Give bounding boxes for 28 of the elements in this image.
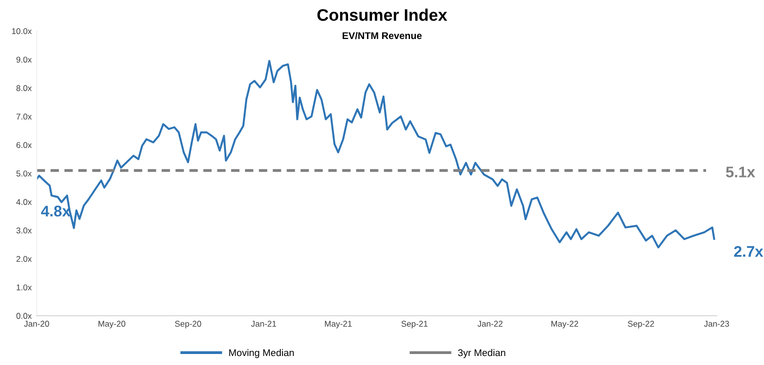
x-tick-label: Jan-22 bbox=[478, 320, 503, 327]
legend-label: Moving Median bbox=[229, 349, 294, 358]
y-tick-label: 5.0x bbox=[16, 170, 32, 176]
annotation: 2.7x bbox=[734, 246, 764, 257]
chart-subtitle: EV/NTM Revenue bbox=[342, 32, 422, 40]
x-tick-label: Sep-20 bbox=[174, 320, 202, 328]
y-tick-label: 2.0x bbox=[16, 256, 32, 262]
y-tick-label: 8.0x bbox=[16, 85, 32, 92]
y-tick-label: 10.0x bbox=[12, 28, 32, 34]
x-tick-label: Sep-22 bbox=[628, 320, 654, 328]
x-tick-label: May-22 bbox=[551, 320, 578, 328]
y-tick-label: 7.0x bbox=[16, 114, 32, 120]
y-tick-label: 9.0x bbox=[16, 56, 32, 63]
annotation: 5.1x bbox=[726, 166, 756, 178]
legend-label: 3yr Median bbox=[458, 349, 506, 358]
y-tick-label: 4.0x bbox=[16, 199, 32, 205]
x-tick-label: Jan-20 bbox=[24, 320, 50, 327]
x-tick-label: Sep-21 bbox=[401, 320, 428, 328]
x-tick-label: May-20 bbox=[98, 320, 126, 328]
line-series bbox=[36, 60, 716, 248]
x-tick-label: Jan-23 bbox=[704, 320, 730, 327]
y-tick-label: 6.0x bbox=[16, 142, 32, 148]
y-tick-label: 1.0x bbox=[16, 284, 32, 290]
chart-title: Consumer Index bbox=[317, 8, 448, 21]
x-tick-label: May-21 bbox=[324, 320, 352, 328]
y-tick-label: 3.0x bbox=[16, 228, 32, 234]
y-tick-label: 0.0x bbox=[16, 312, 32, 319]
x-tick-label: Jan-21 bbox=[251, 320, 276, 327]
